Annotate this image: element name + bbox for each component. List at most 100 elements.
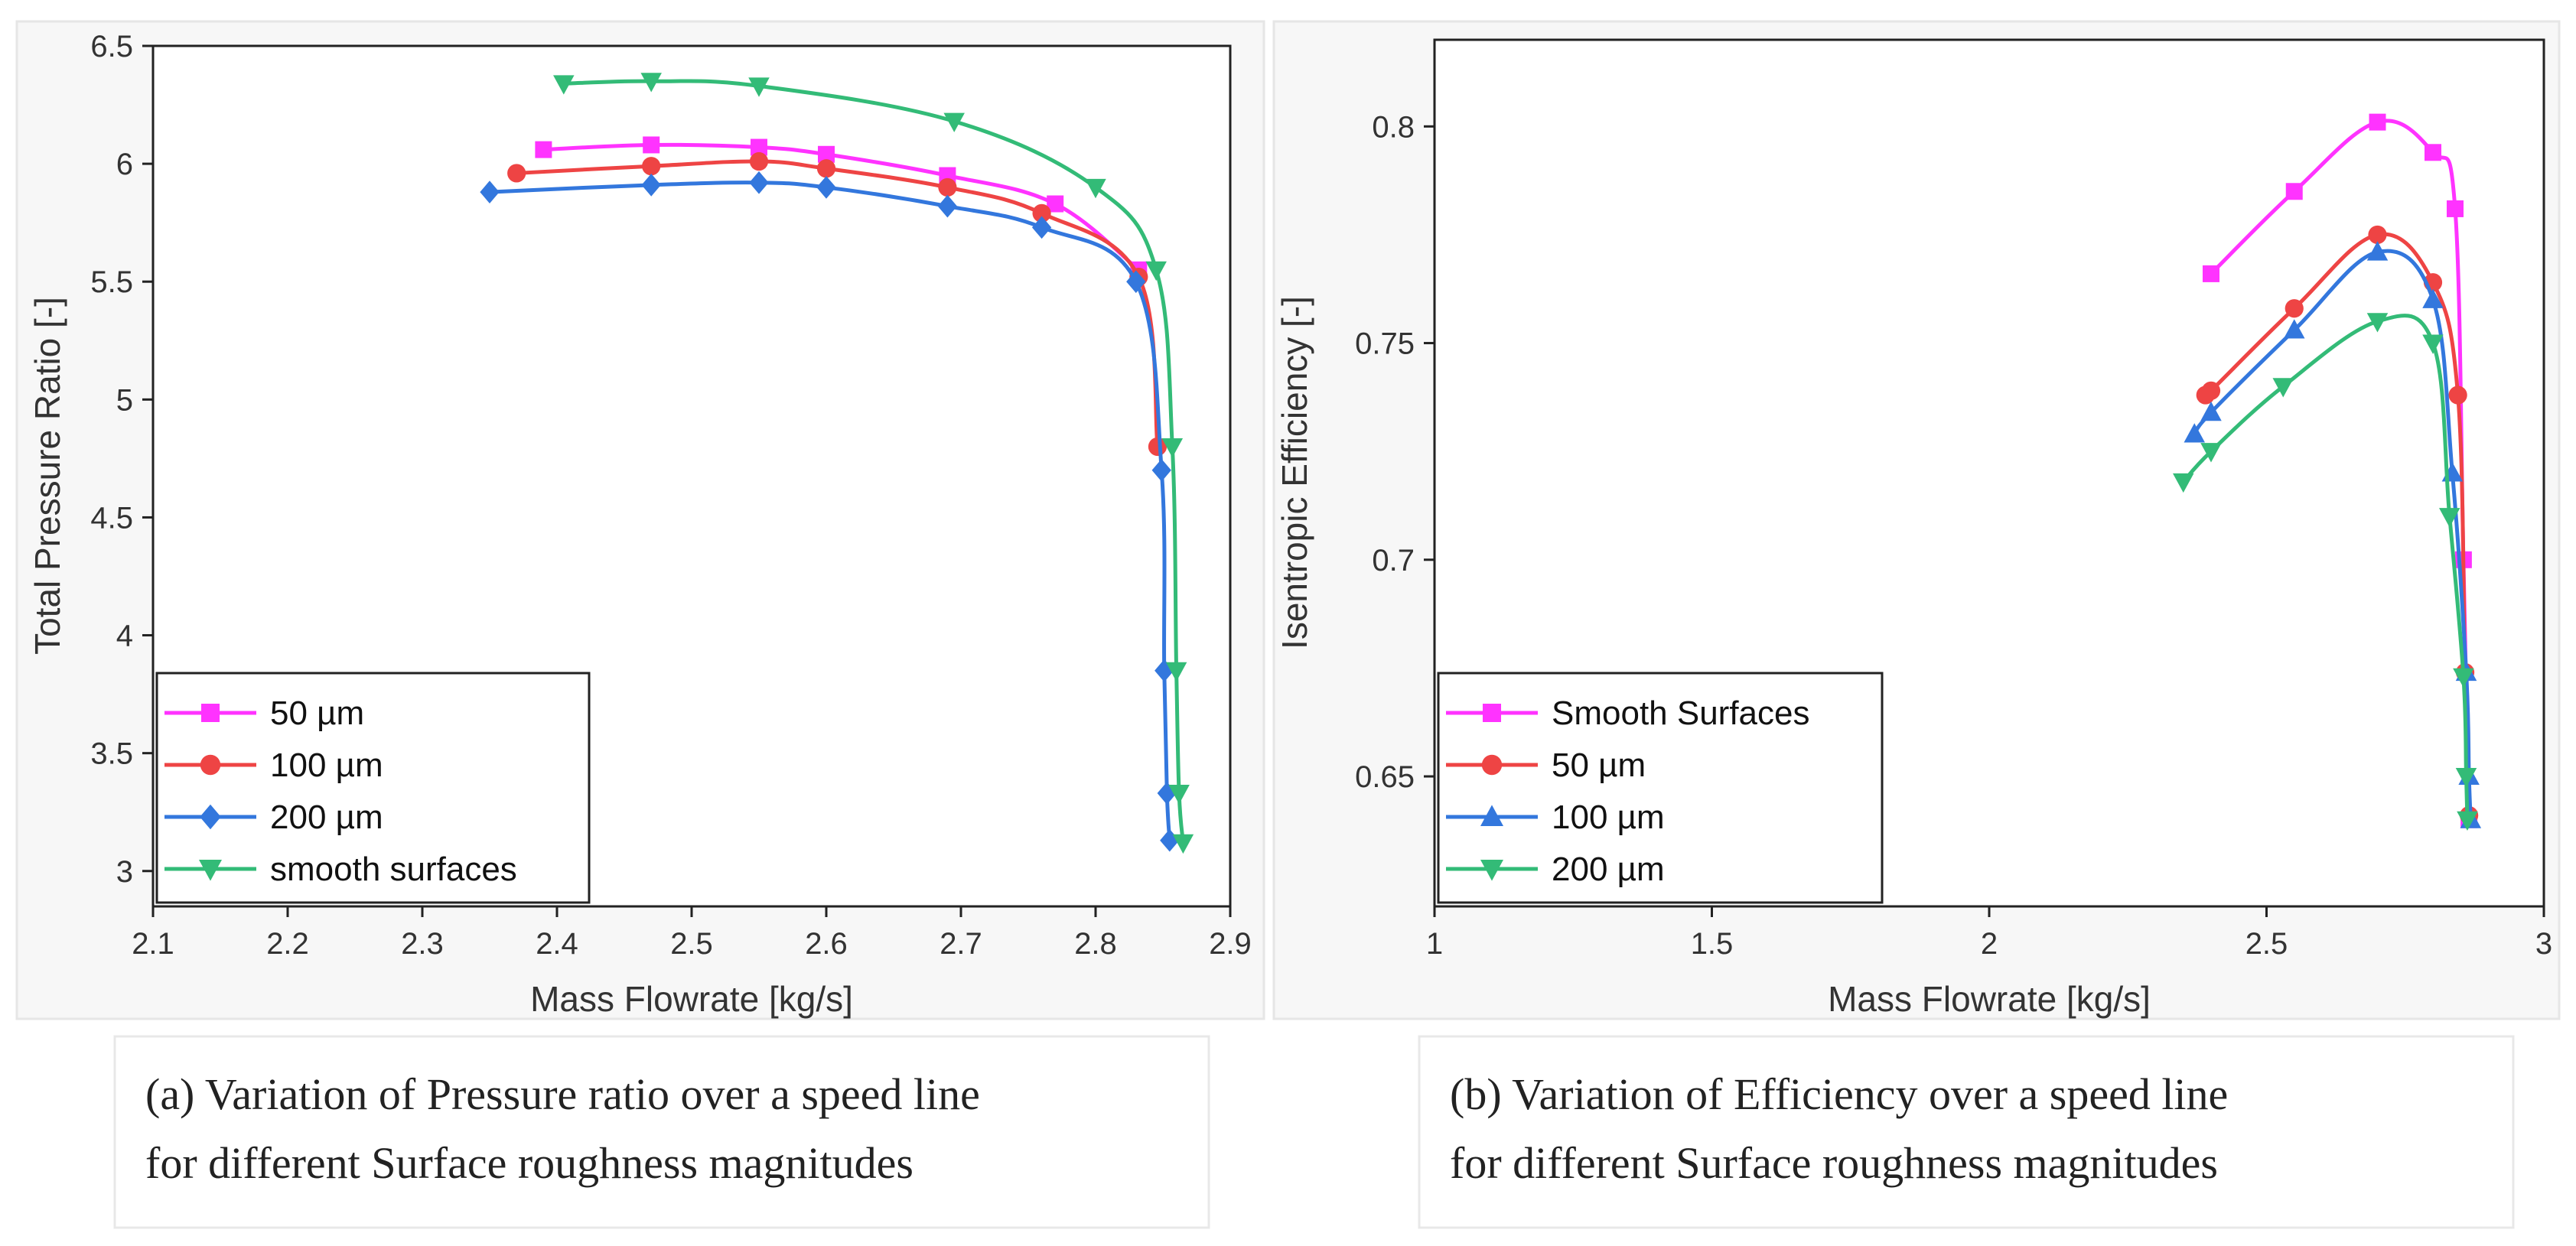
y-tick-label: 0.8 (1372, 110, 1415, 144)
x-axis-title: Mass Flowrate [kg/s] (1828, 979, 2151, 1019)
data-point (937, 194, 958, 218)
data-point (480, 181, 500, 203)
y-tick-label: 5.5 (90, 265, 133, 299)
data-point (2201, 381, 2221, 400)
data-point (748, 77, 770, 97)
data-point (507, 164, 526, 183)
data-point (1168, 785, 1190, 805)
legend-swatch-marker (201, 704, 220, 722)
data-point (535, 141, 552, 158)
x-tick-label: 2.7 (940, 927, 982, 961)
data-point (2422, 334, 2444, 354)
legend-label: 100 µm (270, 747, 383, 784)
data-point (816, 159, 836, 178)
y-axis-title: Total Pressure Ratio [-] (28, 297, 67, 655)
data-point (2369, 113, 2386, 131)
data-point (2447, 200, 2464, 217)
data-point (1151, 458, 1171, 482)
data-point (818, 145, 835, 163)
caption-b-box (1418, 1035, 2515, 1229)
data-point (2200, 443, 2222, 463)
y-tick-label: 6.5 (90, 30, 133, 63)
data-point (1085, 178, 1106, 199)
legend-swatch-marker (1481, 754, 1503, 776)
data-point (2203, 265, 2219, 282)
data-point (1031, 216, 1052, 239)
legend-swatch-marker (1480, 805, 1503, 826)
data-point (642, 157, 661, 176)
data-point (1032, 203, 1051, 223)
data-point (1145, 261, 1167, 281)
data-point (2200, 401, 2222, 421)
x-tick-label: 2.5 (670, 927, 713, 961)
legend-label: 50 µm (270, 695, 364, 732)
data-point (1165, 662, 1187, 682)
data-point (2173, 473, 2194, 493)
y-tick-label: 3 (116, 855, 133, 889)
x-tick-label: 2.2 (266, 927, 309, 961)
data-point (2184, 423, 2205, 443)
data-point (938, 177, 957, 197)
data-point (2368, 225, 2387, 245)
legend-label: 200 µm (1552, 851, 1665, 888)
x-tick-label: 2.9 (1209, 927, 1252, 961)
x-tick-label: 3 (2535, 927, 2552, 961)
data-point (816, 176, 836, 199)
data-point (2366, 241, 2389, 261)
y-tick-label: 0.75 (1355, 327, 1415, 361)
y-tick-label: 0.65 (1355, 760, 1415, 794)
legend-label: Smooth Surfaces (1552, 695, 1810, 732)
data-point (2453, 668, 2474, 688)
caption-b-line2: for different Surface roughness magnitud… (1450, 1138, 2218, 1188)
legend-swatch-marker (199, 860, 222, 881)
data-point (553, 75, 575, 95)
y-tick-label: 4.5 (90, 501, 133, 535)
chart-pressure-ratio: 2.1 2.2 2.3 2.4 2.5 2.6 2.7 2.8 2.9 3 3.5 4 4.5 5 5.5 6… (28, 30, 1252, 1019)
legend: Smooth Surfaces 50 µm 100 µm 200 µm (1437, 672, 1884, 904)
data-point (2457, 811, 2478, 831)
data-point (2425, 144, 2441, 161)
legend-swatch-marker (1480, 860, 1503, 881)
series-line (563, 79, 1185, 843)
data-point (2285, 299, 2304, 318)
data-point (943, 112, 965, 132)
x-tick-label: 2.4 (536, 927, 578, 961)
data-point (2422, 288, 2444, 308)
data-point (2448, 386, 2467, 405)
x-tick-label: 1 (1426, 927, 1443, 961)
legend-label: 200 µm (270, 799, 383, 836)
data-point (1172, 834, 1194, 854)
data-point (1047, 195, 1064, 213)
series-4 (553, 73, 1194, 854)
legend-label: smooth surfaces (270, 851, 517, 888)
y-tick-label: 5 (116, 383, 133, 417)
legend-swatch-marker (200, 804, 221, 830)
data-point (2284, 319, 2305, 339)
legend-label: 50 µm (1552, 747, 1646, 784)
data-point (641, 173, 661, 197)
chart-efficiency: 1 1.5 2 2.5 3 0.65 0.7 0.75 0.8 Mass Flowrate [kg… (1275, 38, 2552, 1019)
x-tick-label: 1.5 (1691, 927, 1734, 961)
y-tick-label: 4 (116, 620, 133, 653)
data-point (749, 151, 769, 171)
data-point (640, 73, 662, 93)
data-point (1126, 270, 1146, 294)
legend-swatch-marker (200, 754, 221, 776)
caption-a-box (113, 1035, 1210, 1229)
x-tick-label: 2 (1981, 927, 1998, 961)
data-point (2366, 313, 2389, 333)
data-point (2455, 768, 2477, 788)
data-point (2272, 378, 2294, 398)
y-tick-label: 3.5 (90, 737, 133, 771)
data-point (1161, 438, 1184, 458)
series-line (2193, 249, 2473, 820)
caption-a-line2: for different Surface roughness magnitud… (145, 1138, 913, 1188)
legend: 50 µm 100 µm 200 µm smooth surfaces (155, 672, 591, 904)
data-point (751, 138, 767, 156)
data-point (643, 136, 660, 154)
data-point (749, 171, 769, 194)
data-point (2285, 183, 2303, 200)
y-tick-label: 0.7 (1372, 544, 1415, 577)
x-tick-label: 2.1 (132, 927, 174, 961)
